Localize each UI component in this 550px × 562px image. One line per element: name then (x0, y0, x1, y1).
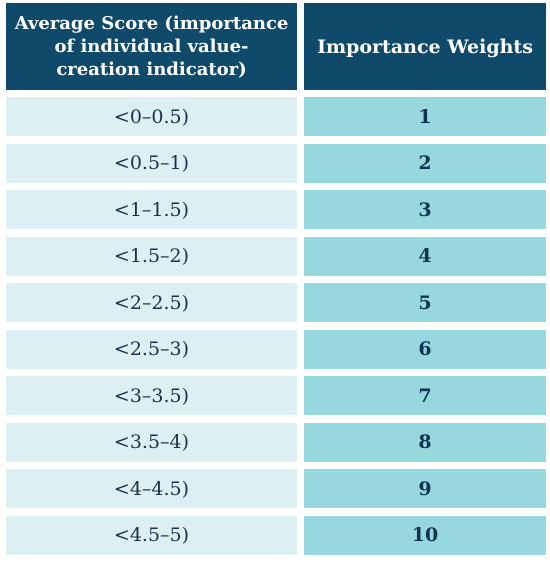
weight-cell: 7 (304, 376, 546, 415)
score-cell: <0–0.5) (6, 97, 297, 136)
score-cell: <4–4.5) (6, 469, 297, 508)
table-row: <2.5–3) 6 (6, 329, 546, 369)
table-row: <1.5–2) 4 (6, 236, 546, 276)
weight-cell: 3 (304, 190, 546, 229)
score-cell: <4.5–5) (6, 515, 297, 555)
table-row: <3.5–4) 8 (6, 422, 546, 462)
weight-cell: 6 (304, 329, 546, 369)
weight-cell: 10 (304, 515, 546, 555)
score-cell: <0.5–1) (6, 143, 297, 183)
score-cell: <2.5–3) (6, 329, 297, 369)
score-cell: <1–1.5) (6, 190, 297, 229)
table-row: <0.5–1) 2 (6, 143, 546, 183)
weight-cell: 4 (304, 236, 546, 276)
weight-cell: 5 (304, 283, 546, 322)
header-importance-weights: Importance Weights (304, 3, 546, 90)
score-cell: <2–2.5) (6, 283, 297, 322)
score-cell: <3.5–4) (6, 422, 297, 462)
header-average-score: Average Score (importance of individual … (6, 3, 297, 90)
weight-cell: 2 (304, 143, 546, 183)
table-row: <3–3.5) 7 (6, 376, 546, 415)
header-score-line-3: creation indicator) (56, 59, 247, 80)
score-cell: <3–3.5) (6, 376, 297, 415)
table-row: <4–4.5) 9 (6, 469, 546, 508)
table-row: <4.5–5) 10 (6, 515, 546, 555)
score-cell: <1.5–2) (6, 236, 297, 276)
table-row: <0–0.5) 1 (6, 97, 546, 136)
header-score-line-2: of individual value- (54, 36, 249, 57)
table-row: <1–1.5) 3 (6, 190, 546, 229)
weight-cell: 9 (304, 469, 546, 508)
weight-cell: 8 (304, 422, 546, 462)
table-header: Average Score (importance of individual … (6, 3, 546, 90)
weights-table: Average Score (importance of individual … (6, 3, 546, 562)
header-score-line-1: Average Score (importance (14, 13, 289, 34)
table-row: <2–2.5) 5 (6, 283, 546, 322)
weight-cell: 1 (304, 97, 546, 136)
